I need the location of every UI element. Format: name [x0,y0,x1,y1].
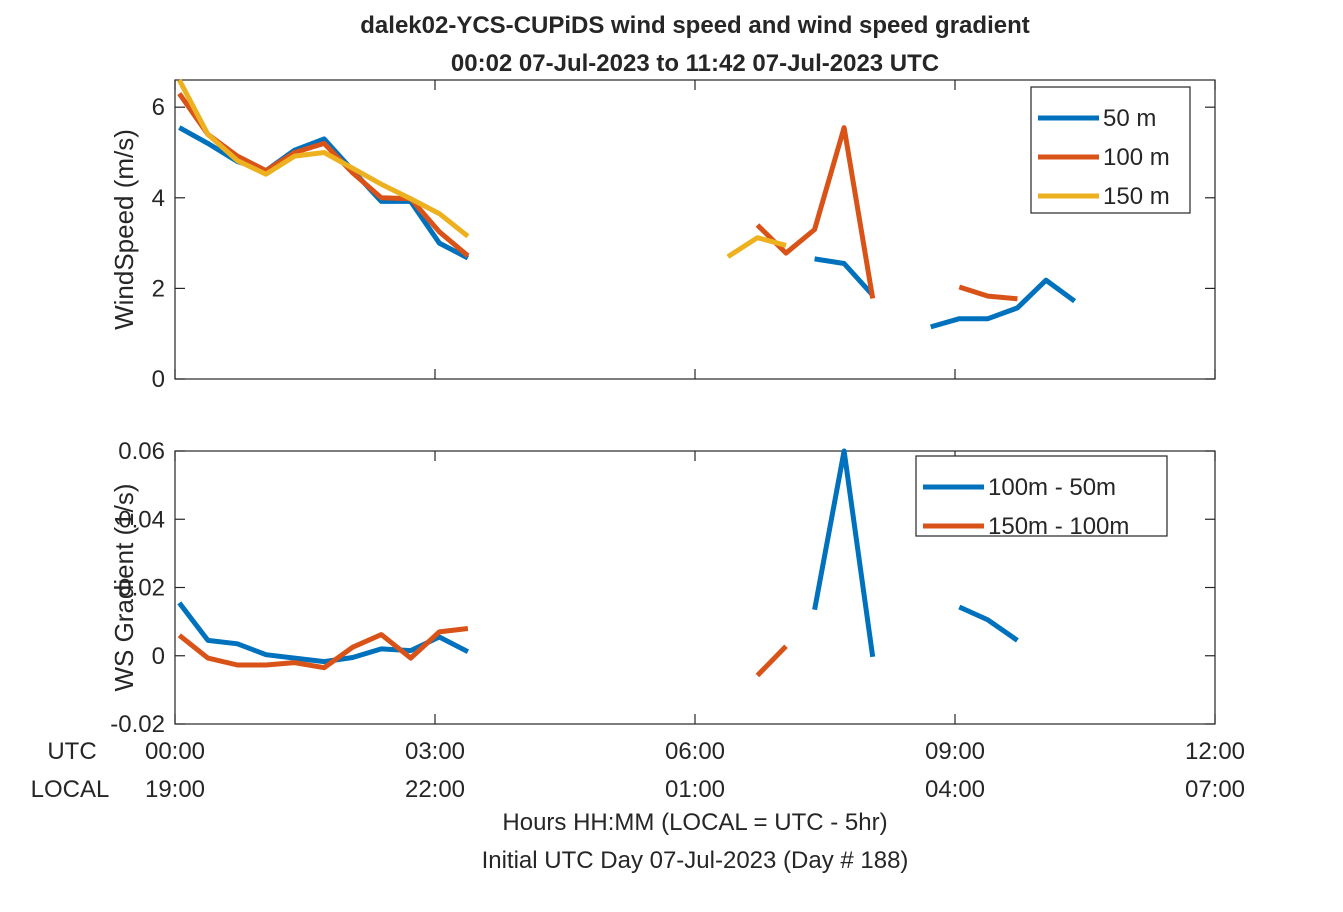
series-line-0-1-2 [958,284,1018,302]
utc-row-label: UTC [47,738,96,765]
series-line-0-0-2 [930,277,1077,330]
y-tick-label-1-2: 0.02 [118,575,165,602]
local-tick-label-1: 22:00 [405,776,465,803]
y-tick-label-1-3: 0.04 [118,506,165,533]
series-line-0-0-1 [814,256,875,297]
legend-label-1-1: 150m - 100m [988,513,1129,540]
utc-tick-label-4: 12:00 [1185,738,1245,765]
y-tick-label-1-0: -0.02 [110,711,165,738]
figure-title-line1: dalek02-YCS-CUPiDS wind speed and wind s… [360,12,1029,39]
y-tick-label-1-1: 0 [152,643,165,670]
series-line-0-2-0 [177,78,470,239]
y-axis-label-0: WindSpeed (m/s) [109,129,139,330]
legend-label-0-0: 50 m [1103,105,1156,132]
series-line-1-1-1 [755,644,788,678]
y-axis-label-1: WS Gradient (1/s) [109,483,139,691]
y-tick-label-0-3: 6 [152,94,165,121]
utc-tick-label-3: 09:00 [925,738,985,765]
legend-box-0 [1030,86,1191,214]
series-line-1-0-2 [958,604,1019,643]
legend-box-1 [915,455,1168,537]
y-tick-label-0-2: 4 [152,185,165,212]
utc-tick-label-2: 06:00 [665,738,725,765]
utc-tick-label-0: 00:00 [145,738,205,765]
local-tick-labels: 19:00 22:00 01:00 04:00 07:00 [145,776,1245,803]
local-tick-label-0: 19:00 [145,776,205,803]
local-tick-label-4: 07:00 [1185,776,1245,803]
series-line-0-0-0 [178,125,470,261]
legend-label-1-0: 100m - 50m [988,474,1116,501]
legend-label-0-2: 150 m [1103,183,1170,210]
utc-tick-label-1: 03:00 [405,738,465,765]
local-row-label: LOCAL [31,776,110,803]
utc-tick-labels: 00:00 03:00 06:00 09:00 12:00 [145,738,1245,765]
figure-title-line2: 00:02 07-Jul-2023 to 11:42 07-Jul-2023 U… [451,50,939,77]
gradient-panel: -0.02 0 0.02 0.04 0.06 WS Gradient (1/s) 100m … [109,438,1216,738]
x-axis-label-line1: Hours HH:MM (LOCAL = UTC - 5hr) [502,809,887,836]
local-tick-label-3: 04:00 [925,776,985,803]
y-tick-label-1-4: 0.06 [118,438,165,465]
legend-label-0-1: 100 m [1103,144,1170,171]
series-line-0-2-1 [726,235,787,259]
x-axis-label-line2: Initial UTC Day 07-Jul-2023 (Day # 188) [482,847,909,874]
series-line-1-0-1 [812,448,876,658]
local-tick-label-2: 01:00 [665,776,725,803]
y-tick-label-0-1: 2 [152,275,165,302]
series-line-1-1-0 [177,626,469,671]
windspeed-panel: 0 2 4 6 WindSpeed (m/s) 50 m 100 m 150 m [109,78,1216,393]
y-tick-label-0-0: 0 [152,366,165,393]
